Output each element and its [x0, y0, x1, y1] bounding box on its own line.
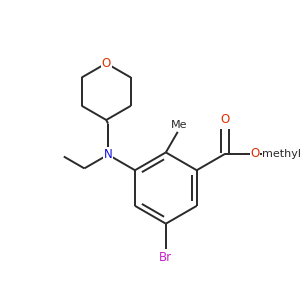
- Text: methyl: methyl: [262, 149, 301, 159]
- Text: O: O: [221, 114, 230, 126]
- Text: Me: Me: [171, 120, 187, 130]
- Text: Br: Br: [159, 251, 172, 264]
- Text: N: N: [104, 148, 112, 161]
- Text: O: O: [102, 57, 111, 70]
- Text: O: O: [250, 147, 260, 160]
